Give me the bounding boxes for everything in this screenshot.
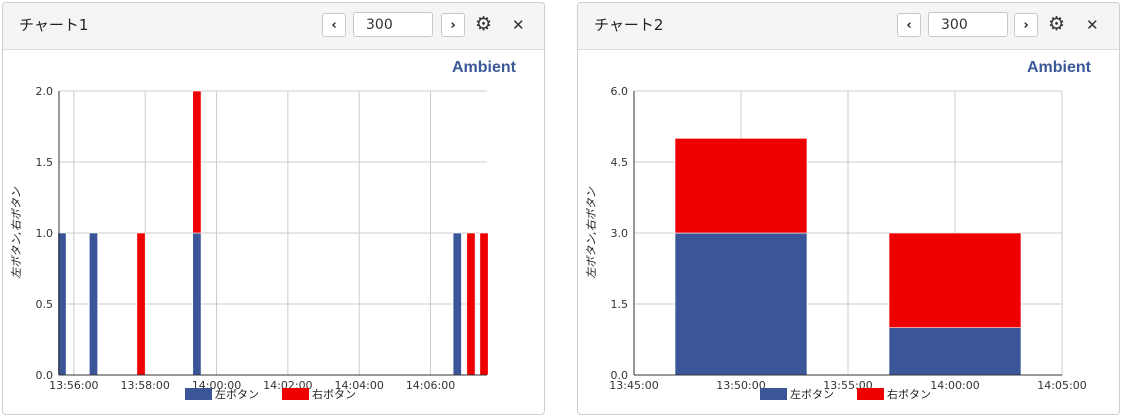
legend-label: 右ボタン — [887, 387, 931, 401]
bar-segment-right — [136, 232, 146, 376]
brand-logo: Ambient — [1027, 59, 1091, 76]
y-tick-label: 6.0 — [611, 85, 629, 98]
y-axis-label: 左ボタン,右ボタン — [10, 186, 23, 278]
legend-swatch-right — [282, 388, 309, 400]
chevron-right-icon[interactable]: › — [1014, 13, 1038, 37]
y-tick-label: 4.5 — [611, 156, 629, 169]
chevron-left-icon[interactable]: ‹ — [322, 13, 346, 37]
y-tick-label: 0.0 — [611, 369, 629, 382]
x-tick-label: 13:45:00 — [609, 379, 658, 392]
x-tick-label: 13:58:00 — [120, 379, 169, 392]
x-tick-label: 14:04:00 — [334, 379, 383, 392]
bar-segment-right — [192, 90, 202, 234]
bar-segment-left — [674, 232, 808, 376]
legend-label: 左ボタン — [215, 388, 259, 401]
chart-svg: 0.01.53.04.56.013:45:00 13:50:00 13:55:00 1… — [585, 85, 1087, 401]
close-icon[interactable]: ✕ — [512, 16, 525, 34]
period-input[interactable] — [353, 12, 433, 37]
y-axis-label: 左ボタン,右ボタン — [585, 186, 598, 278]
brand-logo: Ambient — [452, 59, 516, 76]
legend-swatch-left — [760, 388, 787, 400]
x-tick-label: 13:50:00 — [716, 379, 765, 392]
x-tick-label: 14:00:00 — [930, 379, 979, 392]
y-tick-label: 1.5 — [611, 298, 629, 311]
bar-segment-left — [192, 232, 202, 376]
legend-swatch-left — [185, 388, 212, 400]
y-tick-label: 0.0 — [36, 369, 54, 382]
legend-swatch-right — [857, 388, 884, 400]
bar-segment-right — [674, 138, 808, 234]
x-tick-label: 14:06:00 — [406, 379, 455, 392]
y-tick-label: 0.5 — [36, 298, 54, 311]
chevron-left-icon[interactable]: ‹ — [897, 13, 921, 37]
card-header: チャート1 ‹ › ⚙ ✕ — [3, 3, 544, 50]
y-tick-label: 1.5 — [36, 156, 54, 169]
x-tick-label: 14:05:00 — [1037, 379, 1086, 392]
gear-icon[interactable]: ⚙ — [1048, 13, 1066, 35]
bar-segment-right — [888, 232, 1022, 328]
chevron-right-icon[interactable]: › — [441, 13, 465, 37]
card-header: チャート2 ‹ › ⚙ ✕ — [578, 3, 1119, 50]
bar-segment-left — [452, 232, 462, 376]
chart-area: Ambient 0.0 0.5 1.0 1.5 2.0 13:56:00 13:58:00 1… — [3, 50, 544, 414]
chart-area: Ambient 0.0 1.5 3.0 4.5 6.0 13:45:00 13:50:00 1… — [578, 50, 1119, 414]
bar-segment-right — [466, 232, 476, 376]
gear-icon[interactable]: ⚙ — [475, 13, 493, 35]
chart-card-1: チャート1 ‹ › ⚙ ✕ Ambient 0.0 0.5 1.0 1.5 2.0 13:… — [2, 2, 545, 415]
period-input[interactable] — [928, 12, 1008, 37]
chart-svg: 0.00.51.01.52.013:56:00 13:58:00 14:00:00 1… — [10, 85, 489, 401]
bar-segment-left — [89, 232, 98, 376]
close-icon[interactable]: ✕ — [1086, 16, 1099, 34]
card-title: チャート1 — [19, 16, 89, 34]
y-tick-label: 3.0 — [611, 227, 629, 240]
y-tick-label: 1.0 — [36, 227, 54, 240]
bar-segment-right — [479, 232, 489, 376]
legend-label: 右ボタン — [312, 387, 356, 401]
legend-label: 左ボタン — [790, 388, 834, 401]
chart-card-2: チャート2 ‹ › ⚙ ✕ Ambient 0.0 1.5 3.0 4.5 6.0 13:… — [577, 2, 1120, 415]
bar-segment-left — [888, 327, 1022, 376]
card-title: チャート2 — [594, 16, 664, 34]
y-tick-label: 2.0 — [36, 85, 54, 98]
x-tick-label: 13:56:00 — [49, 379, 98, 392]
